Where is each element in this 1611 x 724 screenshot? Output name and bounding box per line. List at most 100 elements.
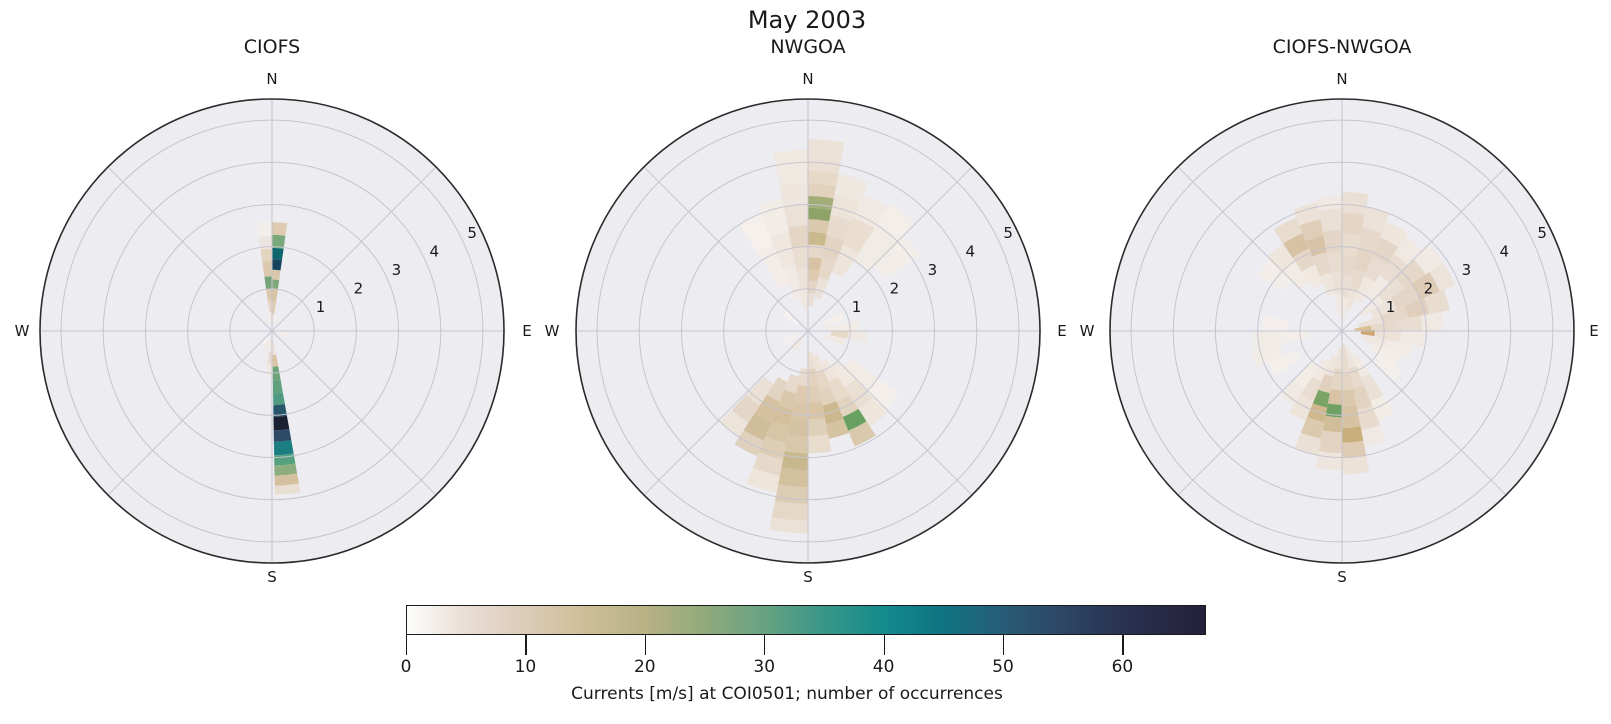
histogram-cell bbox=[808, 170, 839, 187]
histogram-cell bbox=[1342, 389, 1357, 407]
histogram-cell bbox=[1342, 255, 1357, 278]
histogram-cell bbox=[773, 149, 808, 187]
histogram-cell bbox=[1334, 347, 1342, 369]
histogram-cell bbox=[808, 418, 829, 437]
histogram-cell bbox=[1429, 262, 1456, 292]
histogram-cell bbox=[731, 394, 760, 423]
histogram-cell bbox=[1322, 415, 1342, 433]
radial-tick-label: 5 bbox=[1003, 224, 1013, 242]
histogram-cell bbox=[1342, 343, 1347, 355]
histogram-cell bbox=[771, 500, 808, 521]
histogram-cell bbox=[267, 351, 273, 365]
histogram-cell bbox=[784, 374, 800, 394]
histogram-cell bbox=[791, 246, 808, 269]
histogram-cell bbox=[274, 483, 301, 495]
histogram-cell bbox=[782, 264, 802, 300]
histogram-cell bbox=[1326, 250, 1342, 273]
plot-title-ciofs-nwgoa: CIOFS-NWGOA bbox=[1272, 36, 1412, 58]
histogram-cell bbox=[808, 139, 845, 162]
grid-spoke bbox=[807, 166, 973, 332]
histogram-cell bbox=[771, 405, 793, 427]
histogram-cell bbox=[1342, 191, 1369, 216]
histogram-cell bbox=[272, 247, 284, 260]
histogram-cell bbox=[1370, 298, 1397, 319]
histogram-cell bbox=[256, 221, 272, 237]
histogram-cell bbox=[795, 267, 808, 290]
histogram-cell bbox=[873, 235, 920, 280]
histogram-cell bbox=[1330, 271, 1342, 294]
histogram-cell bbox=[1316, 196, 1342, 211]
histogram-cell bbox=[1377, 277, 1405, 303]
histogram-cell bbox=[1299, 219, 1324, 241]
histogram-cell bbox=[784, 434, 808, 454]
histogram-cell bbox=[272, 269, 281, 280]
histogram-cell bbox=[1371, 354, 1402, 383]
histogram-cell bbox=[277, 331, 289, 338]
histogram-cell bbox=[1361, 373, 1384, 402]
histogram-cell bbox=[808, 280, 818, 294]
histogram-cell bbox=[816, 370, 831, 389]
histogram-cell bbox=[800, 288, 808, 311]
histogram-cell bbox=[844, 379, 873, 409]
colorbar-tick-label: 50 bbox=[992, 657, 1014, 677]
histogram-cell bbox=[831, 245, 859, 278]
cardinal-north-label: N bbox=[1336, 70, 1348, 88]
grid-spoke bbox=[271, 330, 437, 496]
colorbar-tick-label: 10 bbox=[514, 657, 537, 677]
histogram-cell bbox=[808, 219, 830, 234]
histogram-cell bbox=[272, 259, 282, 271]
histogram-cell bbox=[828, 320, 859, 331]
histogram-cell bbox=[1351, 352, 1370, 378]
histogram-cell bbox=[1312, 252, 1331, 277]
histogram-cell bbox=[1365, 275, 1390, 302]
histogram-cell bbox=[858, 397, 888, 427]
radial-tick-label: 3 bbox=[928, 261, 938, 279]
histogram-cell bbox=[775, 484, 808, 504]
histogram-cell bbox=[820, 359, 838, 382]
histogram-cell bbox=[261, 335, 269, 346]
histogram-cell bbox=[1342, 353, 1350, 374]
histogram-cell bbox=[272, 301, 277, 315]
histogram-cell bbox=[783, 333, 799, 344]
histogram-cell bbox=[1357, 405, 1380, 431]
radial-tick-label: 4 bbox=[965, 242, 975, 260]
histogram-cell bbox=[272, 234, 286, 249]
histogram-cell bbox=[1253, 331, 1281, 350]
grid-spoke bbox=[107, 166, 273, 332]
radial-tick-label: 5 bbox=[1537, 224, 1547, 242]
histogram-cell bbox=[1379, 221, 1408, 248]
histogram-cell bbox=[1273, 217, 1303, 244]
histogram-cell bbox=[274, 473, 299, 486]
histogram-cell bbox=[1312, 359, 1330, 382]
histogram-cell bbox=[787, 418, 808, 437]
histogram-cell bbox=[273, 429, 292, 442]
histogram-cell bbox=[258, 236, 272, 250]
histogram-cell bbox=[1283, 233, 1309, 258]
histogram-cell bbox=[273, 415, 290, 431]
histogram-cell bbox=[1359, 295, 1384, 317]
histogram-cell bbox=[1305, 235, 1327, 257]
histogram-cell bbox=[808, 293, 816, 307]
histogram-cell bbox=[830, 194, 861, 222]
histogram-cell bbox=[822, 235, 845, 261]
histogram-cell bbox=[779, 183, 808, 207]
histogram-cell bbox=[1364, 256, 1387, 282]
histogram-cell bbox=[1345, 346, 1357, 369]
radial-tick-label: 3 bbox=[1462, 261, 1472, 279]
histogram-cell bbox=[826, 419, 850, 439]
histogram-cell bbox=[720, 409, 749, 438]
histogram-cell bbox=[1400, 331, 1427, 348]
histogram-cell bbox=[1268, 350, 1300, 376]
histogram-cell bbox=[273, 404, 287, 417]
histogram-cell bbox=[828, 377, 850, 402]
plot-title-nwgoa: NWGOA bbox=[770, 36, 846, 58]
histogram-cell bbox=[1411, 272, 1440, 300]
histogram-cell bbox=[1267, 243, 1295, 272]
histogram-cell bbox=[808, 269, 820, 282]
histogram-cell bbox=[1261, 315, 1289, 331]
histogram-cell bbox=[746, 467, 780, 493]
colorbar-tick bbox=[406, 635, 408, 655]
histogram-cell bbox=[782, 310, 800, 325]
grid-spoke bbox=[271, 166, 437, 332]
